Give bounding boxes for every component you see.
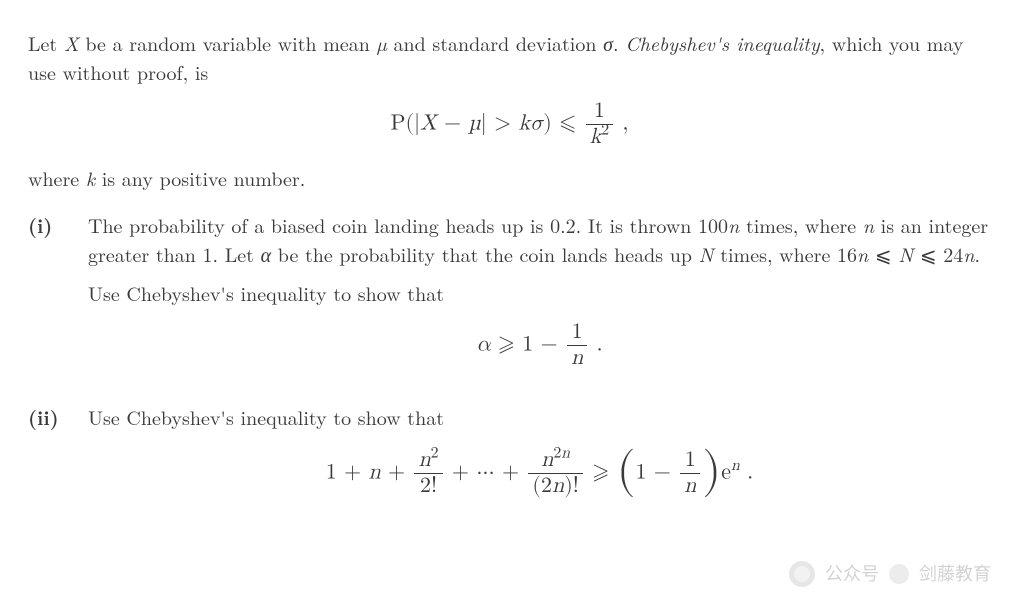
numerator: n2n bbox=[528, 449, 582, 474]
watermark-logo-icon bbox=[789, 561, 815, 587]
item-label-ii: (ii) bbox=[28, 402, 88, 431]
chebyshev-name: Chebyshev's inequality bbox=[625, 28, 819, 57]
watermark-blob-icon bbox=[889, 564, 909, 584]
var-e: e bbox=[721, 462, 731, 484]
geq-symbol: ⩾ bbox=[585, 462, 617, 484]
item-ii: (ii) Use Chebyshev's inequality to show … bbox=[28, 402, 991, 512]
item-body-ii: Use Chebyshev's inequality to show that … bbox=[88, 402, 991, 512]
var-n: n bbox=[368, 462, 380, 484]
item-ii-display: 1 + n + n22! + ··· + n2n(2n)! ⩾ (1 − 1n)… bbox=[88, 449, 991, 498]
var-n: n bbox=[418, 449, 430, 471]
fraction: 1k2 bbox=[586, 100, 614, 149]
right-paren-icon: ) bbox=[702, 450, 721, 494]
text: times, where 16 bbox=[714, 239, 857, 268]
left-paren-icon: ( bbox=[617, 450, 636, 494]
text: is any positive number. bbox=[95, 163, 305, 192]
text: + bbox=[381, 462, 413, 484]
item-label-i: (i) bbox=[28, 210, 88, 239]
fraction: 1n bbox=[680, 449, 700, 498]
text: and standard deviation bbox=[387, 28, 603, 57]
text: + ··· + bbox=[445, 462, 527, 484]
denominator: k2 bbox=[586, 125, 614, 149]
item-i-display: α ⩾ 1 − 1n . bbox=[88, 321, 991, 370]
exponent: 2 bbox=[431, 446, 439, 462]
intro-paragraph: Let X be a random variable with mean µ a… bbox=[28, 28, 991, 86]
exponent: 2 bbox=[601, 123, 609, 139]
var-n: n bbox=[863, 210, 874, 239]
leq-symbol: ⩽ bbox=[868, 239, 898, 268]
var-sigma: σ bbox=[603, 28, 613, 57]
var-k: k bbox=[518, 112, 530, 134]
text: . bbox=[975, 239, 981, 268]
text: times, where bbox=[739, 210, 862, 239]
text: )! bbox=[564, 475, 579, 497]
text: (| bbox=[405, 112, 420, 134]
var-n: n bbox=[552, 475, 564, 497]
text: − bbox=[437, 112, 469, 134]
where-k-paragraph: where k is any positive number. bbox=[28, 163, 991, 192]
text: , bbox=[615, 112, 628, 134]
denominator: n bbox=[567, 346, 587, 370]
denominator: (2n)! bbox=[528, 474, 582, 498]
text: be the probability that the coin lands h… bbox=[271, 239, 699, 268]
var-N: N bbox=[898, 239, 913, 268]
item-i: (i) The probability of a biased coin lan… bbox=[28, 210, 991, 384]
var-mu: µ bbox=[377, 28, 387, 57]
sym-P: P bbox=[390, 112, 405, 134]
numerator: n2 bbox=[414, 449, 442, 474]
item-i-paragraph-1: The probability of a biased coin landing… bbox=[88, 210, 991, 268]
var-sigma: σ bbox=[530, 112, 543, 134]
text: be a random variable with mean bbox=[79, 28, 377, 57]
var-n: n bbox=[963, 239, 974, 268]
item-body-i: The probability of a biased coin landing… bbox=[88, 210, 991, 384]
var-k: k bbox=[86, 163, 95, 192]
item-ii-paragraph-1: Use Chebyshev's inequality to show that bbox=[88, 402, 991, 431]
exponent: 2n bbox=[553, 446, 570, 462]
leq-symbol: ⩽ 24 bbox=[913, 239, 963, 268]
leq-symbol: ⩽ bbox=[552, 112, 584, 134]
var-N: N bbox=[699, 239, 714, 268]
denominator: n bbox=[680, 474, 700, 498]
watermark: 公众号 剑藤教育 bbox=[789, 561, 991, 587]
text: ) bbox=[543, 112, 552, 134]
var-alpha: α bbox=[261, 239, 272, 268]
text: . bbox=[740, 462, 753, 484]
var-mu: µ bbox=[468, 112, 480, 134]
watermark-text-left: 公众号 bbox=[825, 561, 879, 587]
watermark-text-right: 剑藤教育 bbox=[919, 561, 991, 587]
var-n: n bbox=[561, 446, 570, 462]
text: 1 + bbox=[326, 462, 369, 484]
numerator: 1 bbox=[567, 321, 587, 346]
text: 1 − bbox=[635, 462, 678, 484]
fraction: n22! bbox=[414, 449, 442, 498]
geq-symbol: ⩾ 1 − bbox=[491, 334, 565, 356]
var-alpha: α bbox=[476, 334, 490, 356]
chebyshev-display: P(|X − µ| > kσ) ⩽ 1k2 , bbox=[28, 100, 991, 149]
denominator: 2! bbox=[414, 474, 442, 498]
var-n: n bbox=[541, 449, 553, 471]
fraction: n2n(2n)! bbox=[528, 449, 582, 498]
text: . bbox=[589, 334, 602, 356]
text: | > bbox=[481, 112, 519, 134]
numerator: 1 bbox=[680, 449, 700, 474]
var-X: X bbox=[420, 112, 437, 134]
fraction: 1n bbox=[567, 321, 587, 370]
text: The probability of a biased coin landing… bbox=[88, 210, 728, 239]
var-k: k bbox=[590, 126, 602, 148]
text: (2 bbox=[532, 475, 552, 497]
text: Let bbox=[28, 28, 64, 57]
item-i-paragraph-2: Use Chebyshev's inequality to show that bbox=[88, 278, 991, 307]
numerator: 1 bbox=[586, 100, 614, 125]
var-n: n bbox=[857, 239, 868, 268]
exponent: n bbox=[731, 458, 740, 474]
text: where bbox=[28, 163, 86, 192]
text: . bbox=[613, 28, 625, 57]
var-X: X bbox=[64, 28, 79, 57]
var-n: n bbox=[728, 210, 739, 239]
